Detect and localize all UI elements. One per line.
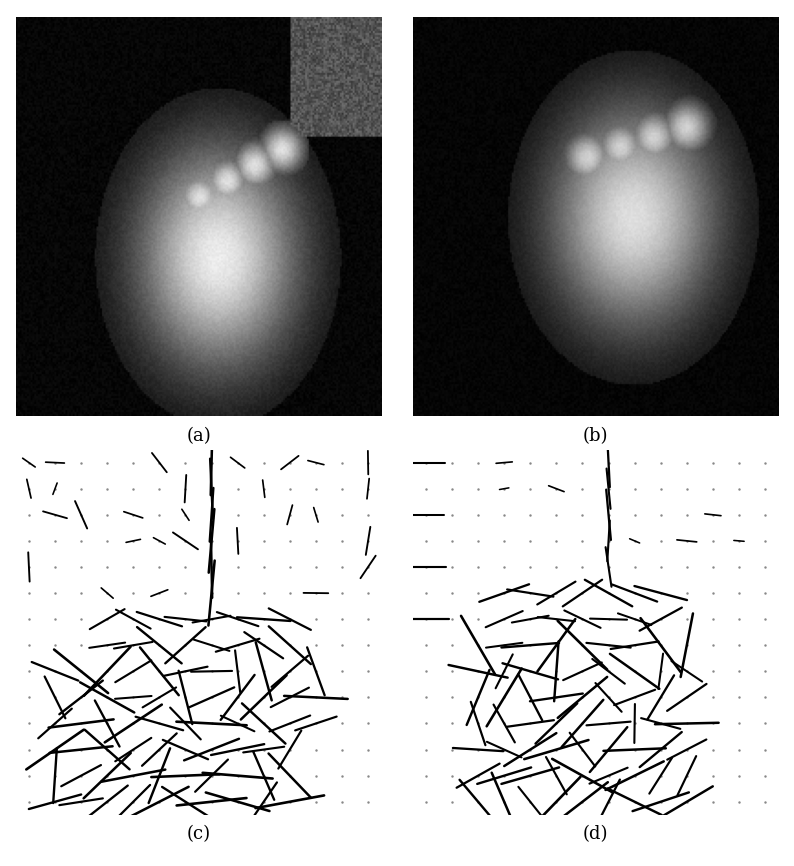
Title: (c): (c): [187, 824, 210, 843]
Title: (b): (b): [583, 427, 608, 445]
Title: (a): (a): [186, 427, 211, 445]
Title: (d): (d): [583, 824, 608, 843]
